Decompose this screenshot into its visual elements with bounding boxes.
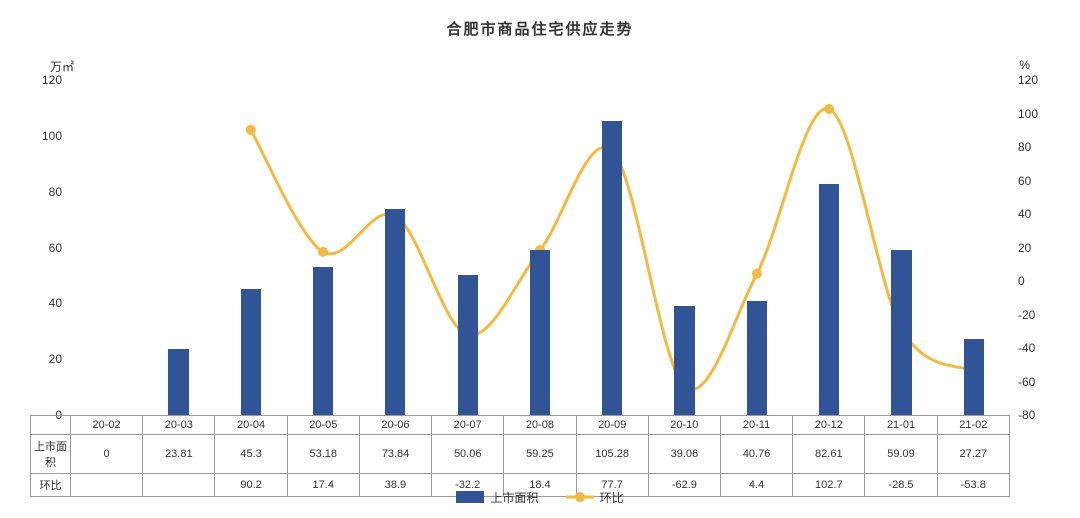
y-right-tick: 80 (1018, 140, 1031, 154)
table-cell: 39.06 (648, 435, 720, 474)
y-left-tick: 120 (42, 73, 62, 87)
bar (674, 306, 694, 415)
table-category-cell: 20-02 (71, 416, 143, 435)
table-cell: 53.18 (287, 435, 359, 474)
legend-item-bar: 上市面积 (456, 489, 538, 506)
legend-item-line: 环比 (566, 489, 624, 506)
table-category-cell: 20-05 (287, 416, 359, 435)
y-right-tick: -80 (1018, 408, 1035, 422)
chart-title: 合肥市商品住宅供应走势 (10, 10, 1070, 51)
table-category-cell: 20-07 (432, 416, 504, 435)
table-cell: 59.25 (504, 435, 576, 474)
bar (530, 250, 550, 415)
table-category-cell: 20-03 (143, 416, 215, 435)
bar (168, 349, 188, 415)
legend-swatch-bar (456, 491, 484, 503)
table-cell: 59.09 (865, 435, 937, 474)
y-right-tick: 100 (1018, 107, 1038, 121)
y-right-tick: -60 (1018, 375, 1035, 389)
table-cell: 73.84 (359, 435, 431, 474)
table-category-cell: 21-01 (865, 416, 937, 435)
table-cell: 50.06 (432, 435, 504, 474)
data-table: 20-0220-0320-0420-0520-0620-0720-0820-09… (30, 415, 1010, 497)
table-corner (31, 416, 71, 435)
table-category-cell: 20-08 (504, 416, 576, 435)
y-right-tick: 0 (1018, 274, 1025, 288)
chart-container: 合肥市商品住宅供应走势 万㎡ % 020406080100120-80-60-4… (10, 10, 1070, 508)
bar (313, 267, 333, 415)
y-right-tick: 120 (1018, 73, 1038, 87)
table-row-header: 上市面积 (31, 435, 71, 474)
table-cell: 0 (71, 435, 143, 474)
table-category-cell: 20-04 (215, 416, 287, 435)
bar (891, 250, 911, 415)
table-category-cell: 20-09 (576, 416, 648, 435)
table-category-cell: 20-12 (793, 416, 865, 435)
plot-area: 020406080100120-80-60-40-200204060801001… (70, 80, 1010, 415)
table-category-cell: 20-11 (720, 416, 792, 435)
right-axis-unit: % (1019, 58, 1030, 72)
line-marker (752, 269, 762, 279)
y-left-tick: 40 (49, 296, 62, 310)
y-right-tick: -40 (1018, 341, 1035, 355)
table-category-cell: 20-10 (648, 416, 720, 435)
y-right-tick: 20 (1018, 241, 1031, 255)
bar (602, 121, 622, 415)
table-cell: 82.61 (793, 435, 865, 474)
bar (747, 301, 767, 415)
table-cell: 40.76 (720, 435, 792, 474)
table-cell: 105.28 (576, 435, 648, 474)
line-marker (824, 104, 834, 114)
bar (241, 289, 261, 415)
table-cell: 23.81 (143, 435, 215, 474)
table-category-cell: 20-06 (359, 416, 431, 435)
legend-label-line: 环比 (600, 489, 624, 506)
legend: 上市面积 环比 (10, 489, 1070, 507)
legend-swatch-line (566, 491, 594, 503)
bar (964, 339, 984, 415)
y-right-tick: -20 (1018, 308, 1035, 322)
line-marker (246, 125, 256, 135)
y-left-tick: 100 (42, 129, 62, 143)
table-cell: 45.3 (215, 435, 287, 474)
bar (385, 209, 405, 415)
bar (819, 184, 839, 415)
y-left-tick: 80 (49, 185, 62, 199)
y-right-tick: 60 (1018, 174, 1031, 188)
line-marker (318, 247, 328, 257)
bar (458, 275, 478, 415)
y-left-tick: 20 (49, 352, 62, 366)
table-cell: 27.27 (937, 435, 1009, 474)
y-left-tick: 60 (49, 241, 62, 255)
y-right-tick: 40 (1018, 207, 1031, 221)
legend-label-bar: 上市面积 (490, 489, 538, 506)
table-category-cell: 21-02 (937, 416, 1009, 435)
